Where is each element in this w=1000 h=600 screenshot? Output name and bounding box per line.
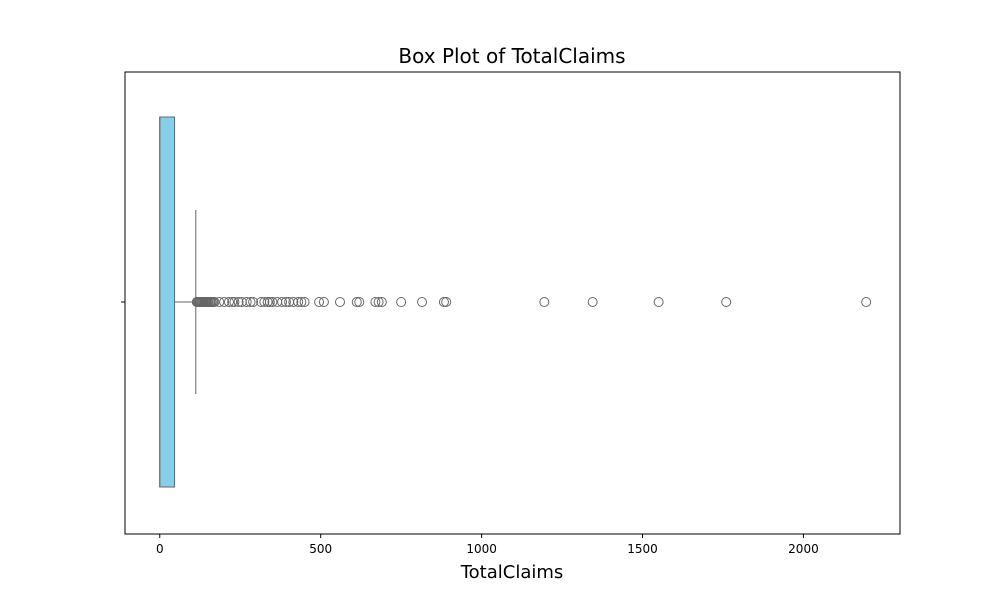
outlier-point xyxy=(441,297,452,307)
outlier-point xyxy=(277,297,288,307)
outlier-point xyxy=(267,297,278,307)
x-tick-label: 500 xyxy=(309,542,332,556)
x-tick-label: 1000 xyxy=(466,542,497,556)
outlier-point xyxy=(354,297,365,307)
x-axis-label: TotalClaims xyxy=(460,562,564,583)
outlier-point xyxy=(259,297,270,307)
outlier-point xyxy=(861,297,872,307)
outlier-point xyxy=(248,297,259,307)
outlier-point xyxy=(299,297,310,307)
outlier-point xyxy=(417,297,428,307)
x-tick-label: 2000 xyxy=(788,542,819,556)
outlier-point xyxy=(296,297,307,307)
outlier-point xyxy=(314,297,325,307)
outlier-point xyxy=(653,297,664,307)
outlier-point xyxy=(721,297,732,307)
outlier-point xyxy=(370,297,381,307)
outlier-point xyxy=(334,297,345,307)
outlier-point xyxy=(587,297,598,307)
outlier-point xyxy=(262,297,273,307)
outlier-point xyxy=(264,297,275,307)
outlier-point xyxy=(233,297,244,307)
outlier-point xyxy=(539,297,550,307)
outlier-point xyxy=(318,297,329,307)
outlier-point xyxy=(438,297,449,307)
iqr-box xyxy=(159,116,176,488)
outlier-point xyxy=(214,297,225,307)
outlier-point xyxy=(209,297,220,307)
chart-title: Box Plot of TotalClaims xyxy=(398,44,625,68)
x-tick-label: 0 xyxy=(156,542,164,556)
plot-frame xyxy=(124,71,901,535)
outlier-point xyxy=(223,297,234,307)
outlier-point xyxy=(241,297,252,307)
outlier-point xyxy=(351,297,362,307)
outlier-point xyxy=(288,297,299,307)
outlier-point xyxy=(396,297,407,307)
outlier-point xyxy=(373,297,384,307)
outlier-point xyxy=(280,297,291,307)
outlier-point xyxy=(229,297,240,307)
outlier-point xyxy=(376,297,387,307)
outlier-point xyxy=(293,297,304,307)
outlier-point xyxy=(219,297,230,307)
outlier-point xyxy=(245,297,256,307)
plot-area xyxy=(159,116,872,488)
x-axis: 0 500 1000 1500 2000 xyxy=(121,301,819,556)
x-tick-label: 1500 xyxy=(627,542,658,556)
outlier-point xyxy=(227,297,238,307)
